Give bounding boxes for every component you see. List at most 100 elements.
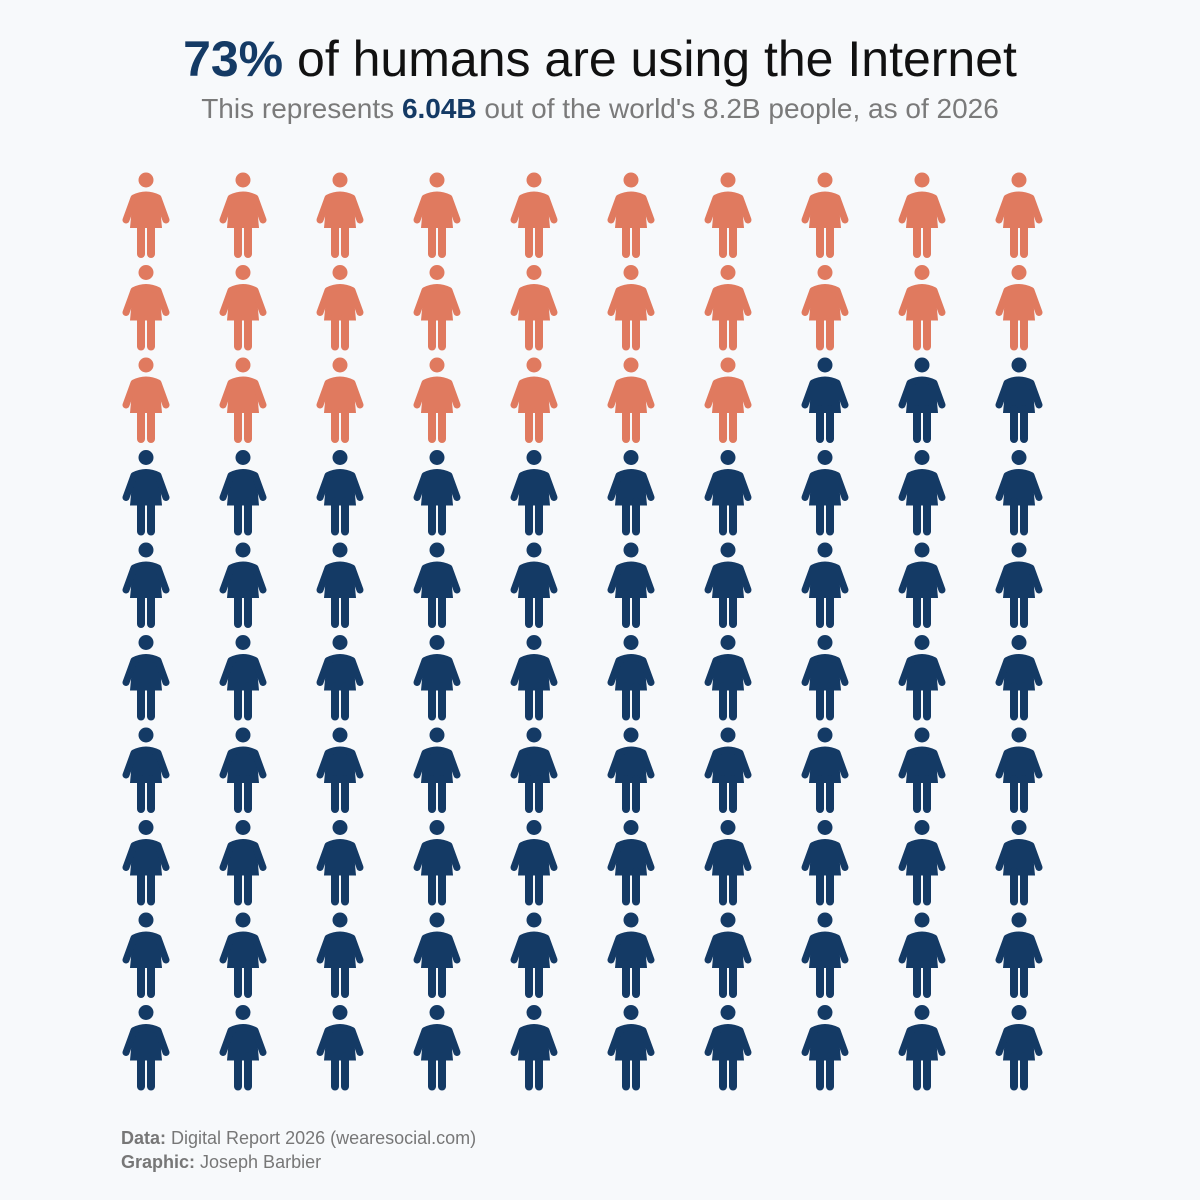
person-icon-online <box>898 542 946 628</box>
person-icon-online <box>219 820 267 906</box>
person-icon-online <box>607 635 655 721</box>
person-icon-online <box>801 635 849 721</box>
person-icon-offline <box>704 265 752 351</box>
person-icon-online <box>898 450 946 536</box>
person-icon-online <box>122 635 170 721</box>
subtitle-prefix: This represents <box>201 93 402 124</box>
person-icon-online <box>316 450 364 536</box>
person-icon-online <box>122 450 170 536</box>
pictogram-chart <box>122 172 1043 1091</box>
person-icon-online <box>122 1005 170 1091</box>
person-icon-online <box>995 912 1043 998</box>
subtitle-highlight: 6.04B <box>401 93 477 124</box>
person-icon-online <box>122 542 170 628</box>
person-icon-offline <box>219 357 267 443</box>
person-icon-online <box>704 635 752 721</box>
person-icon-online <box>995 635 1043 721</box>
person-icon-online <box>413 450 461 536</box>
person-icon-offline <box>995 265 1043 351</box>
subtitle-suffix: out of the world's 8.2B people, as of 20… <box>476 93 999 124</box>
person-icon-offline <box>122 172 170 258</box>
person-icon-online <box>122 912 170 998</box>
person-icon-online <box>995 542 1043 628</box>
person-icon-online <box>995 450 1043 536</box>
person-icon-offline <box>122 357 170 443</box>
person-icon-online <box>122 820 170 906</box>
person-icon-offline <box>413 357 461 443</box>
person-icon-online <box>219 542 267 628</box>
person-icon-online <box>898 820 946 906</box>
person-icon-online <box>510 635 558 721</box>
person-icon-offline <box>704 172 752 258</box>
person-icon-online <box>413 727 461 813</box>
person-icon-online <box>995 357 1043 443</box>
person-icon-offline <box>801 172 849 258</box>
person-icon-online <box>219 635 267 721</box>
person-icon-online <box>219 912 267 998</box>
person-icon-offline <box>122 265 170 351</box>
person-icon-online <box>510 1005 558 1091</box>
person-icon-online <box>122 727 170 813</box>
person-icon-online <box>801 727 849 813</box>
person-icon-online <box>316 1005 364 1091</box>
person-icon-offline <box>801 265 849 351</box>
person-icon-online <box>316 542 364 628</box>
person-icon-online <box>995 727 1043 813</box>
footer-data-label: Data: <box>121 1128 167 1148</box>
person-icon-offline <box>995 172 1043 258</box>
footer-graphic-value: Joseph Barbier <box>195 1152 322 1172</box>
footer-graphic-label: Graphic: <box>121 1152 196 1172</box>
person-icon-online <box>316 820 364 906</box>
person-icon-online <box>801 1005 849 1091</box>
person-icon-online <box>898 727 946 813</box>
person-icon-online <box>510 542 558 628</box>
footer-graphic-line: Graphic: Joseph Barbier <box>121 1150 476 1174</box>
person-icon-online <box>995 820 1043 906</box>
person-icon-online <box>219 727 267 813</box>
person-icon-offline <box>316 357 364 443</box>
person-icon-online <box>801 357 849 443</box>
person-icon-offline <box>413 265 461 351</box>
person-icon-online <box>510 820 558 906</box>
person-icon-online <box>607 820 655 906</box>
person-icon-online <box>704 1005 752 1091</box>
person-icon-offline <box>607 357 655 443</box>
person-icon-offline <box>898 172 946 258</box>
person-icon-online <box>704 542 752 628</box>
person-icon-online <box>219 450 267 536</box>
person-icon-offline <box>316 265 364 351</box>
person-icon-offline <box>510 172 558 258</box>
person-icon-online <box>510 912 558 998</box>
person-icon-online <box>219 1005 267 1091</box>
person-icon-online <box>413 542 461 628</box>
person-icon-online <box>801 912 849 998</box>
person-icon-online <box>898 357 946 443</box>
person-icon-offline <box>607 172 655 258</box>
person-icon-offline <box>316 172 364 258</box>
person-icon-online <box>704 820 752 906</box>
person-icon-online <box>898 635 946 721</box>
person-icon-offline <box>898 265 946 351</box>
footer-data-line: Data: Digital Report 2026 (wearesocial.c… <box>121 1126 476 1150</box>
person-icon-online <box>898 1005 946 1091</box>
person-icon-online <box>704 450 752 536</box>
person-icon-online <box>316 912 364 998</box>
footer: Data: Digital Report 2026 (wearesocial.c… <box>121 1126 476 1174</box>
title-text: of humans are using the Internet <box>283 31 1017 87</box>
person-icon-online <box>898 912 946 998</box>
person-icon-online <box>510 450 558 536</box>
person-icon-online <box>801 450 849 536</box>
person-icon-offline <box>413 172 461 258</box>
person-icon-online <box>607 1005 655 1091</box>
person-icon-online <box>413 820 461 906</box>
person-icon-offline <box>510 357 558 443</box>
person-icon-online <box>316 635 364 721</box>
person-icon-online <box>704 727 752 813</box>
person-icon-online <box>413 635 461 721</box>
person-icon-online <box>607 450 655 536</box>
person-icon-online <box>510 727 558 813</box>
person-icon-online <box>995 1005 1043 1091</box>
person-icon-online <box>316 727 364 813</box>
page-title: 73% of humans are using the Internet <box>0 28 1200 90</box>
person-icon-offline <box>219 172 267 258</box>
